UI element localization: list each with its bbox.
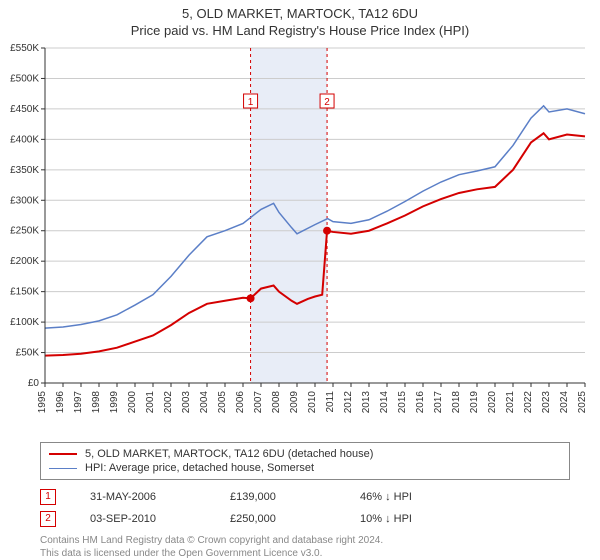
x-tick-label: 2016 xyxy=(415,391,426,414)
y-tick-label: £550K xyxy=(10,43,39,54)
chart-title-block: 5, OLD MARKET, MARTOCK, TA12 6DU Price p… xyxy=(0,0,600,38)
y-tick-label: £50K xyxy=(16,348,40,359)
x-tick-label: 2004 xyxy=(199,391,210,414)
y-tick-label: £400K xyxy=(10,134,39,145)
x-tick-label: 2000 xyxy=(127,391,138,414)
sale-price: £250,000 xyxy=(230,508,360,530)
y-tick-label: £200K xyxy=(10,256,39,267)
x-tick-label: 2017 xyxy=(433,391,444,414)
x-tick-label: 2014 xyxy=(379,391,390,414)
legend-label: HPI: Average price, detached house, Some… xyxy=(85,462,314,474)
sale-vs-hpi: 46% ↓ HPI xyxy=(360,486,422,508)
y-tick-label: £250K xyxy=(10,226,39,237)
x-tick-label: 2020 xyxy=(487,391,498,414)
x-tick-label: 2003 xyxy=(181,391,192,414)
x-tick-label: 1997 xyxy=(73,391,84,414)
legend-label: 5, OLD MARKET, MARTOCK, TA12 6DU (detach… xyxy=(85,448,373,460)
x-tick-label: 2007 xyxy=(253,391,264,414)
chart-area: £0 £50K £100K £150K £200K £250K £300K £350K £400… xyxy=(0,38,600,438)
legend: 5, OLD MARKET, MARTOCK, TA12 6DU (detach… xyxy=(40,442,570,480)
x-tick-label: 2015 xyxy=(397,391,408,414)
y-tick-label: £0 xyxy=(28,378,40,389)
y-tick-label: £150K xyxy=(10,287,39,298)
footer-line-2: This data is licensed under the Open Gov… xyxy=(40,547,570,560)
sales-table: 1 31-MAY-2006£139,00046% ↓ HPI 2 03-SEP-201… xyxy=(40,486,422,530)
x-tick-label: 2013 xyxy=(361,391,372,414)
y-tick-label: £350K xyxy=(10,165,39,176)
y-tick-label: £100K xyxy=(10,317,39,328)
x-tick-label: 2019 xyxy=(469,391,480,414)
x-tick-label: 1995 xyxy=(37,391,48,414)
x-tick-label: 2025 xyxy=(577,391,588,414)
sale-marker-num: 1 xyxy=(248,97,254,108)
x-tick-label: 1999 xyxy=(109,391,120,414)
x-tick-label: 2009 xyxy=(289,391,300,414)
x-tick-label: 2008 xyxy=(271,391,282,414)
sale-marker-icon: 1 xyxy=(40,489,56,505)
sale-point xyxy=(247,294,255,302)
sale-point xyxy=(323,227,331,235)
sale-price: £139,000 xyxy=(230,486,360,508)
x-tick-label: 2010 xyxy=(307,391,318,414)
x-tick-label: 2018 xyxy=(451,391,462,414)
table-row: 1 31-MAY-2006£139,00046% ↓ HPI xyxy=(40,486,422,508)
x-tick-label: 2022 xyxy=(523,391,534,414)
legend-swatch xyxy=(49,468,77,469)
x-tick-label: 2001 xyxy=(145,391,156,414)
highlight-band xyxy=(251,48,328,383)
sale-date: 31-MAY-2006 xyxy=(90,486,230,508)
y-tick-label: £450K xyxy=(10,104,39,115)
x-tick-label: 1996 xyxy=(55,391,66,414)
sale-marker-icon: 2 xyxy=(40,511,56,527)
legend-row: HPI: Average price, detached house, Some… xyxy=(49,461,561,475)
x-tick-label: 2011 xyxy=(325,391,336,413)
legend-row: 5, OLD MARKET, MARTOCK, TA12 6DU (detach… xyxy=(49,447,561,461)
x-tick-label: 2002 xyxy=(163,391,174,414)
footer-line-1: Contains HM Land Registry data © Crown c… xyxy=(40,534,570,547)
title-line-1: 5, OLD MARKET, MARTOCK, TA12 6DU xyxy=(0,6,600,21)
table-row: 2 03-SEP-2010£250,00010% ↓ HPI xyxy=(40,508,422,530)
y-tick-label: £300K xyxy=(10,195,39,206)
x-tick-label: 2006 xyxy=(235,391,246,414)
sale-marker-num: 2 xyxy=(324,97,330,108)
x-tick-label: 2012 xyxy=(343,391,354,414)
x-tick-label: 2005 xyxy=(217,391,228,414)
legend-swatch xyxy=(49,453,77,455)
y-tick-label: £500K xyxy=(10,73,39,84)
chart-svg: £0 £50K £100K £150K £200K £250K £300K £350K £400… xyxy=(0,38,600,438)
x-tick-label: 2024 xyxy=(559,391,570,414)
sale-vs-hpi: 10% ↓ HPI xyxy=(360,508,422,530)
sale-date: 03-SEP-2010 xyxy=(90,508,230,530)
footer-attribution: Contains HM Land Registry data © Crown c… xyxy=(40,534,570,560)
title-line-2: Price paid vs. HM Land Registry's House … xyxy=(0,23,600,38)
x-tick-label: 2023 xyxy=(541,391,552,414)
x-tick-label: 1998 xyxy=(91,391,102,414)
x-tick-label: 2021 xyxy=(505,391,516,414)
